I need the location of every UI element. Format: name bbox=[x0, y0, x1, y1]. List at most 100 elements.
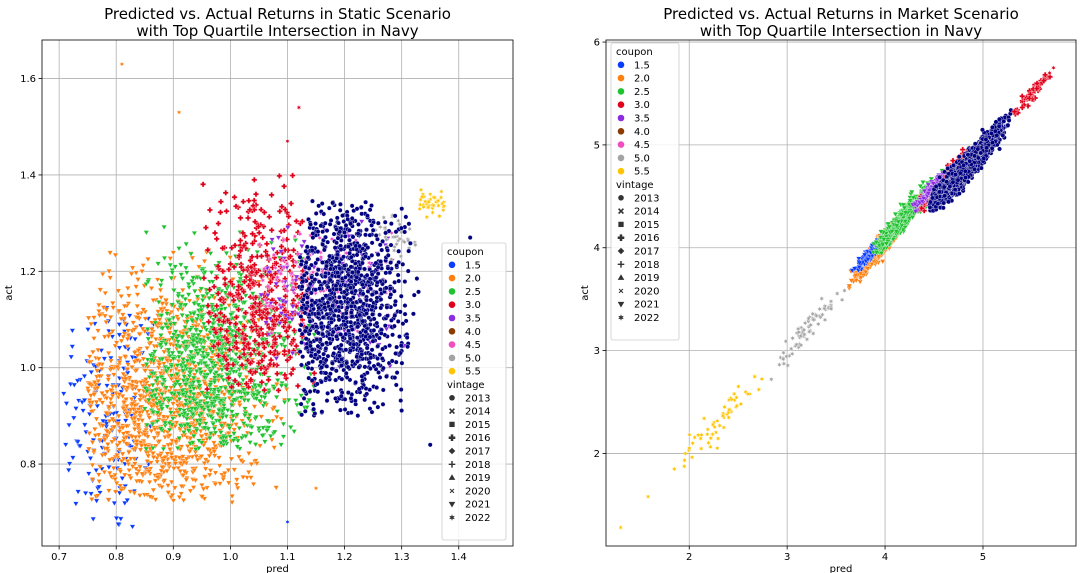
data-point bbox=[354, 252, 360, 258]
data-point bbox=[233, 203, 239, 210]
data-point bbox=[338, 299, 344, 305]
data-point bbox=[87, 404, 94, 410]
x-tick-label: 1.4 bbox=[451, 552, 467, 563]
data-point bbox=[258, 414, 265, 420]
data-point bbox=[118, 389, 125, 395]
data-point bbox=[155, 431, 162, 437]
data-point bbox=[219, 245, 226, 252]
legend-coupon-swatch bbox=[448, 288, 456, 295]
data-point bbox=[306, 360, 312, 366]
data-point bbox=[161, 349, 168, 355]
data-point bbox=[95, 328, 101, 334]
data-point bbox=[781, 360, 787, 367]
data-point bbox=[148, 357, 155, 363]
data-point bbox=[259, 337, 266, 343]
data-point bbox=[252, 300, 259, 306]
data-point bbox=[234, 412, 240, 418]
data-point bbox=[168, 391, 175, 397]
data-point bbox=[86, 400, 93, 406]
data-point bbox=[390, 332, 395, 338]
data-point bbox=[210, 421, 217, 427]
data-point bbox=[258, 253, 265, 260]
data-point bbox=[264, 310, 271, 316]
data-point bbox=[329, 388, 335, 394]
data-point bbox=[282, 206, 289, 213]
data-point bbox=[266, 213, 273, 220]
data-point bbox=[256, 350, 262, 357]
data-point bbox=[376, 370, 381, 375]
data-point bbox=[179, 288, 186, 294]
data-point bbox=[242, 293, 249, 299]
data-point bbox=[289, 317, 296, 323]
data-point bbox=[176, 495, 183, 501]
data-point bbox=[133, 368, 140, 374]
data-point bbox=[252, 337, 258, 344]
data-point bbox=[152, 478, 159, 484]
data-point bbox=[226, 346, 233, 353]
data-point bbox=[426, 198, 432, 205]
data-point bbox=[232, 377, 238, 384]
data-point bbox=[184, 358, 191, 364]
data-point bbox=[161, 256, 168, 262]
data-point bbox=[341, 219, 347, 224]
data-point bbox=[135, 468, 142, 474]
data-point bbox=[101, 356, 108, 362]
legend-vintage-label: 2013 bbox=[465, 393, 490, 404]
data-point bbox=[207, 369, 214, 375]
data-point bbox=[304, 244, 310, 250]
data-point bbox=[376, 335, 382, 341]
data-point bbox=[237, 237, 244, 244]
data-point bbox=[319, 379, 324, 385]
data-point bbox=[338, 393, 344, 399]
data-point bbox=[853, 278, 860, 284]
data-point bbox=[118, 487, 125, 493]
data-point bbox=[109, 329, 116, 335]
data-point bbox=[248, 376, 254, 383]
data-point bbox=[273, 281, 280, 287]
y-tick-label: 1.2 bbox=[20, 267, 36, 278]
data-point bbox=[89, 349, 96, 355]
data-point bbox=[328, 266, 333, 272]
data-point bbox=[185, 282, 192, 288]
data-point bbox=[289, 172, 296, 179]
data-point bbox=[310, 231, 316, 236]
data-point bbox=[102, 313, 109, 319]
data-point bbox=[229, 494, 236, 500]
data-point bbox=[173, 376, 180, 382]
data-point bbox=[323, 357, 329, 363]
data-point bbox=[278, 442, 285, 448]
data-point bbox=[183, 344, 190, 350]
data-point bbox=[385, 247, 390, 253]
data-point bbox=[170, 250, 177, 256]
data-point bbox=[99, 391, 105, 397]
data-point bbox=[380, 387, 386, 393]
data-point bbox=[274, 378, 281, 384]
data-point bbox=[418, 186, 424, 193]
data-point bbox=[176, 455, 183, 461]
data-point bbox=[178, 272, 185, 278]
data-point bbox=[253, 309, 259, 316]
data-point bbox=[297, 230, 303, 238]
legend-coupon-label: 1.5 bbox=[465, 260, 481, 271]
data-point bbox=[251, 176, 258, 183]
data-point bbox=[105, 351, 112, 357]
data-point bbox=[217, 209, 224, 216]
data-point bbox=[111, 501, 118, 507]
data-point bbox=[279, 298, 286, 304]
data-point bbox=[189, 255, 196, 261]
data-point bbox=[288, 200, 294, 207]
data-point bbox=[273, 356, 280, 362]
data-point bbox=[184, 422, 191, 428]
data-point bbox=[150, 455, 157, 461]
data-point bbox=[344, 360, 350, 366]
data-point bbox=[232, 305, 239, 311]
data-point bbox=[271, 251, 277, 259]
data-point bbox=[144, 409, 151, 415]
data-point bbox=[178, 491, 185, 497]
data-point bbox=[235, 326, 242, 333]
data-point bbox=[298, 244, 305, 250]
legend-vintage-label: 2021 bbox=[465, 500, 490, 511]
data-point bbox=[738, 400, 744, 408]
data-point bbox=[689, 454, 695, 461]
data-point bbox=[174, 410, 181, 416]
